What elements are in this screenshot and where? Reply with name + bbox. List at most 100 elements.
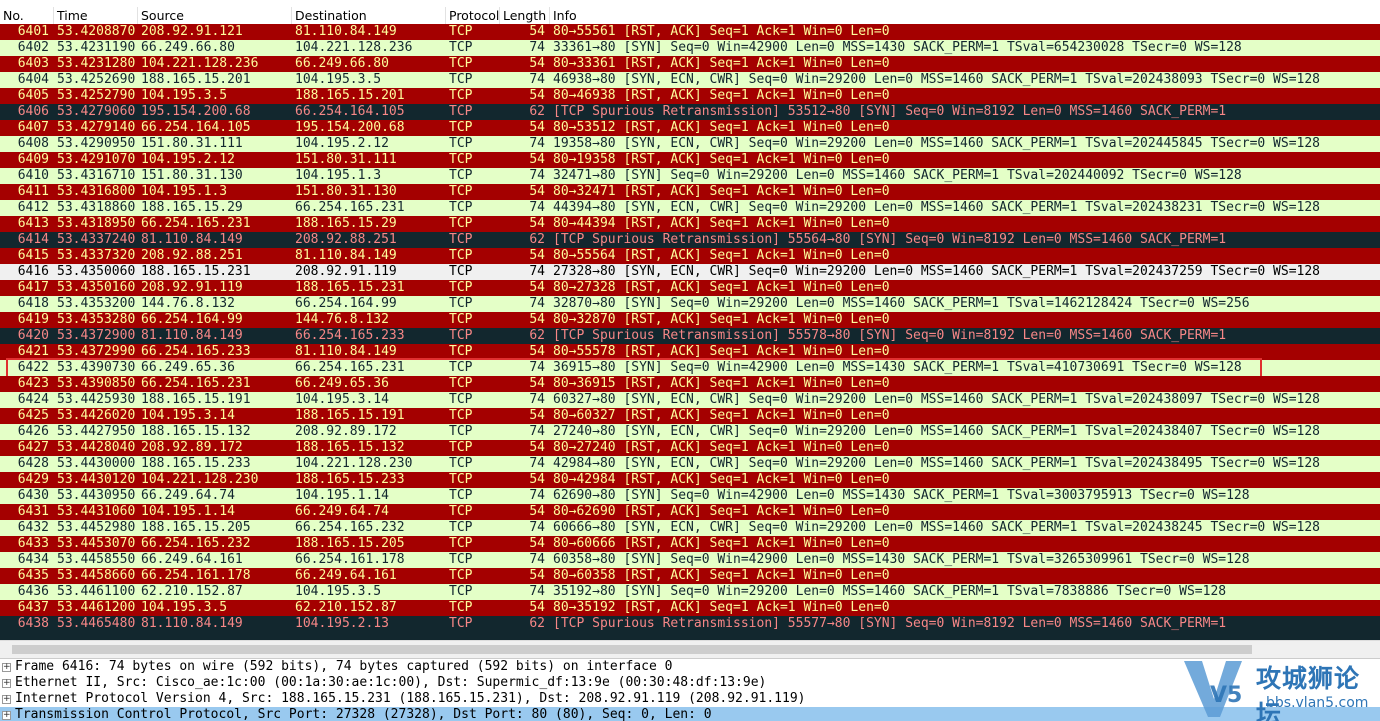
cell: 188.165.15.205 bbox=[141, 520, 251, 535]
cell: 66.254.164.105 bbox=[141, 120, 251, 135]
packet-row[interactable]: 6421 53.4372990 66.254.165.233 81.110.84.14… bbox=[0, 344, 1380, 360]
packet-row[interactable]: 6428 53.4430000 188.165.15.233 104.221.128.… bbox=[0, 456, 1380, 472]
cell: 104.195.3.14 bbox=[141, 408, 235, 423]
packet-row[interactable]: 6416 53.4350060 188.165.15.231 208.92.91.11… bbox=[0, 264, 1380, 280]
cell: 53.4425930 bbox=[57, 392, 136, 407]
cell: 66.254.165.231 bbox=[141, 216, 251, 231]
packet-row[interactable]: 6438 53.4465480 81.110.84.149 104.195.2.13 T… bbox=[0, 616, 1380, 632]
detail-line[interactable]: + Ethernet II, Src: Cisco_ae:1c:00 (00:1a… bbox=[0, 675, 1380, 691]
cell: 54 bbox=[529, 280, 545, 295]
packet-row[interactable]: 6430 53.4430950 66.249.64.74 104.195.1.14 TC… bbox=[0, 488, 1380, 504]
expand-icon[interactable]: + bbox=[2, 662, 11, 672]
packet-row[interactable]: 6422 53.4390730 66.249.65.36 66.254.165.231… bbox=[0, 360, 1380, 376]
cell: 42984→80 [SYN, ECN, CWR] Seq=0 Win=29200… bbox=[553, 456, 1321, 471]
cell: 80→32471 [RST, ACK] Seq=1 Ack=1 Win=0 Le… bbox=[553, 184, 890, 199]
cell: 54 bbox=[529, 408, 545, 423]
cell: 6415 bbox=[17, 248, 49, 263]
packet-row[interactable]: 6409 53.4291070 104.195.2.12 151.80.31.111 T… bbox=[0, 152, 1380, 168]
cell: 66.249.65.36 bbox=[295, 376, 389, 391]
packet-row[interactable]: 6434 53.4458550 66.249.64.161 66.254.161.17… bbox=[0, 552, 1380, 568]
packet-row[interactable]: 6431 53.4431060 104.195.1.14 66.249.64.74 TC… bbox=[0, 504, 1380, 520]
cell: TCP bbox=[449, 232, 473, 247]
packet-row[interactable]: 6406 53.4279060 195.154.200.68 66.254.164.1… bbox=[0, 104, 1380, 120]
cell: 6410 bbox=[17, 168, 49, 183]
cell: 188.165.15.231 bbox=[295, 280, 405, 295]
cell: 53.4252790 bbox=[57, 88, 136, 103]
cell: 6405 bbox=[17, 88, 49, 103]
cell: 104.195.1.3 bbox=[295, 168, 382, 183]
packet-row[interactable]: 6412 53.4318860 188.165.15.29 66.254.165.23… bbox=[0, 200, 1380, 216]
cell: TCP bbox=[449, 616, 473, 631]
cell: 188.165.15.132 bbox=[141, 424, 251, 439]
horizontal-scrollbar[interactable] bbox=[0, 640, 1380, 659]
cell: 81.110.84.149 bbox=[141, 328, 243, 343]
packet-row[interactable]: 6433 53.4453070 66.254.165.232 188.165.15.2… bbox=[0, 536, 1380, 552]
cell: 53.4431060 bbox=[57, 504, 136, 519]
cell: 104.195.1.14 bbox=[141, 504, 235, 519]
packet-row[interactable]: 6415 53.4337320 208.92.88.251 81.110.84.149… bbox=[0, 248, 1380, 264]
packet-row[interactable]: 6405 53.4252790 104.195.3.5 188.165.15.201 T… bbox=[0, 88, 1380, 104]
cell: 208.92.88.251 bbox=[141, 248, 243, 263]
cell: 74 bbox=[529, 136, 545, 151]
cell: 62.210.152.87 bbox=[295, 600, 397, 615]
expand-icon[interactable]: + bbox=[2, 710, 11, 720]
detail-line[interactable]: + Frame 6416: 74 bytes on wire (592 bits)… bbox=[0, 659, 1380, 675]
expand-icon[interactable]: + bbox=[2, 678, 11, 688]
cell: TCP bbox=[449, 200, 473, 215]
cell: 66.254.165.233 bbox=[295, 328, 405, 343]
packet-row[interactable]: 6418 53.4353200 144.76.8.132 66.254.164.99 T… bbox=[0, 296, 1380, 312]
packet-row[interactable]: 6425 53.4426020 104.195.3.14 188.165.15.191… bbox=[0, 408, 1380, 424]
cell: 188.165.15.233 bbox=[295, 472, 405, 487]
scroll-thumb[interactable] bbox=[12, 645, 1252, 654]
packet-row[interactable]: 6407 53.4279140 66.254.164.105 195.154.200.… bbox=[0, 120, 1380, 136]
packet-row[interactable]: 6414 53.4337240 81.110.84.149 208.92.88.251… bbox=[0, 232, 1380, 248]
cell: TCP bbox=[449, 552, 473, 567]
cell: 6431 bbox=[17, 504, 49, 519]
cell: 54 bbox=[529, 152, 545, 167]
packet-row[interactable]: 6413 53.4318950 66.254.165.231 188.165.15.2… bbox=[0, 216, 1380, 232]
cell: 208.92.91.119 bbox=[295, 264, 397, 279]
cell: 53.4372990 bbox=[57, 344, 136, 359]
cell: 104.195.1.3 bbox=[141, 184, 228, 199]
cell: TCP bbox=[449, 584, 473, 599]
packet-row[interactable]: 6411 53.4316800 104.195.1.3 151.80.31.130 TC… bbox=[0, 184, 1380, 200]
cell: 104.221.128.236 bbox=[141, 56, 259, 71]
packet-row[interactable]: 6401 53.4208870 208.92.91.121 81.110.84.149… bbox=[0, 24, 1380, 40]
packet-row[interactable]: 6408 53.4290950 151.80.31.111 104.195.2.12 T… bbox=[0, 136, 1380, 152]
cell: TCP bbox=[449, 88, 473, 103]
packet-row[interactable]: 6402 53.4231190 66.249.66.80 104.221.128.23… bbox=[0, 40, 1380, 56]
cell: 60327→80 [SYN, ECN, CWR] Seq=0 Win=29200… bbox=[553, 392, 1321, 407]
column-title: No. bbox=[3, 8, 24, 23]
packet-row[interactable]: 6432 53.4452980 188.165.15.205 66.254.165.2… bbox=[0, 520, 1380, 536]
packet-row[interactable]: 6417 53.4350160 208.92.91.119 188.165.15.23… bbox=[0, 280, 1380, 296]
packet-row[interactable]: 6420 53.4372900 81.110.84.149 66.254.165.23… bbox=[0, 328, 1380, 344]
cell: TCP bbox=[449, 424, 473, 439]
cell: 74 bbox=[529, 424, 545, 439]
cell: TCP bbox=[449, 536, 473, 551]
packet-row[interactable]: 6423 53.4390850 66.254.165.231 66.249.65.36… bbox=[0, 376, 1380, 392]
cell: 104.195.1.14 bbox=[295, 488, 389, 503]
cell: 81.110.84.149 bbox=[295, 344, 397, 359]
cell: 104.195.3.5 bbox=[295, 584, 382, 599]
cell: 104.195.2.12 bbox=[295, 136, 389, 151]
cell: 6404 bbox=[17, 72, 49, 87]
packet-row[interactable]: 6436 53.4461100 62.210.152.87 104.195.3.5 TC… bbox=[0, 584, 1380, 600]
cell: 32471→80 [SYN] Seq=0 Win=29200 Len=0 MSS… bbox=[553, 168, 1242, 183]
detail-line[interactable]: + Internet Protocol Version 4, Src: 188.1… bbox=[0, 691, 1380, 707]
packet-row[interactable]: 6419 53.4353280 66.254.164.99 144.76.8.132 T… bbox=[0, 312, 1380, 328]
column-title: Protocol bbox=[445, 7, 499, 24]
packet-row[interactable]: 6426 53.4427950 188.165.15.132 208.92.89.17… bbox=[0, 424, 1380, 440]
packet-row[interactable]: 6410 53.4316710 151.80.31.130 104.195.1.3 TC… bbox=[0, 168, 1380, 184]
packet-row[interactable]: 6435 53.4458660 66.254.161.178 66.249.64.16… bbox=[0, 568, 1380, 584]
cell: 74 bbox=[529, 488, 545, 503]
cell: 74 bbox=[529, 360, 545, 375]
column-title: Destination bbox=[291, 7, 445, 24]
packet-row[interactable]: 6404 53.4252690 188.165.15.201 104.195.3.5 T… bbox=[0, 72, 1380, 88]
packet-row[interactable]: 6424 53.4425930 188.165.15.191 104.195.3.14… bbox=[0, 392, 1380, 408]
packet-row[interactable]: 6437 53.4461200 104.195.3.5 62.210.152.87 TC… bbox=[0, 600, 1380, 616]
packet-row[interactable]: 6429 53.4430120 104.221.128.230 188.165.15.… bbox=[0, 472, 1380, 488]
packet-row[interactable]: 6427 53.4428040 208.92.89.172 188.165.15.13… bbox=[0, 440, 1380, 456]
expand-icon[interactable]: + bbox=[2, 694, 11, 704]
packet-row[interactable]: 6403 53.4231280 104.221.128.236 66.249.66.8… bbox=[0, 56, 1380, 72]
detail-line[interactable]: + Transmission Control Protocol, Src Port… bbox=[0, 707, 1380, 721]
